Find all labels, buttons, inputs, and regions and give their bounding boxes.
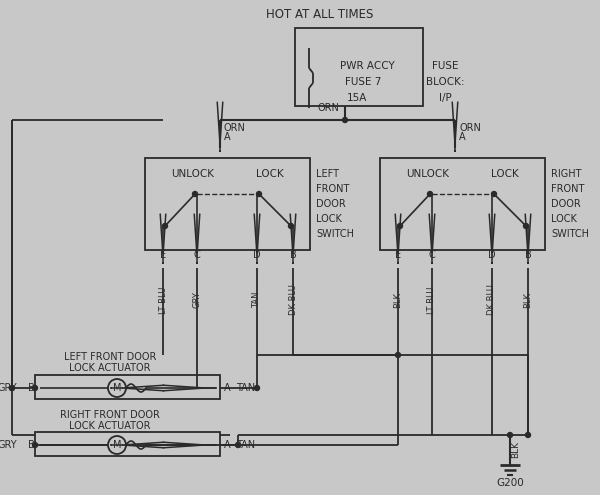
Circle shape bbox=[289, 224, 293, 229]
Circle shape bbox=[526, 433, 530, 438]
Circle shape bbox=[523, 224, 529, 229]
Text: FRONT: FRONT bbox=[316, 184, 349, 194]
Text: B: B bbox=[28, 383, 34, 393]
Circle shape bbox=[108, 436, 126, 454]
Text: DOOR: DOOR bbox=[316, 199, 346, 209]
Circle shape bbox=[32, 443, 37, 447]
Text: C: C bbox=[428, 250, 436, 260]
Circle shape bbox=[427, 192, 433, 197]
Text: SWITCH: SWITCH bbox=[551, 229, 589, 239]
Text: B: B bbox=[28, 440, 34, 450]
Text: LOCK ACTUATOR: LOCK ACTUATOR bbox=[69, 421, 151, 431]
Text: LEFT: LEFT bbox=[316, 169, 339, 179]
Bar bbox=[145, 158, 310, 250]
Text: M: M bbox=[113, 383, 121, 393]
Text: LOCK: LOCK bbox=[491, 169, 519, 179]
Text: I/P: I/P bbox=[439, 93, 451, 103]
Text: B: B bbox=[524, 250, 532, 260]
Text: BLOCK:: BLOCK: bbox=[426, 77, 464, 87]
Text: DOOR: DOOR bbox=[551, 199, 581, 209]
Text: LOCK: LOCK bbox=[256, 169, 284, 179]
Circle shape bbox=[398, 224, 403, 229]
Text: D: D bbox=[488, 250, 496, 260]
Text: ORN: ORN bbox=[459, 123, 481, 133]
Circle shape bbox=[343, 117, 347, 122]
Text: DK BLU: DK BLU bbox=[487, 285, 497, 315]
Text: LOCK: LOCK bbox=[316, 214, 342, 224]
Text: LOCK ACTUATOR: LOCK ACTUATOR bbox=[69, 363, 151, 373]
Text: ORN: ORN bbox=[224, 123, 246, 133]
Text: E: E bbox=[395, 250, 401, 260]
Circle shape bbox=[257, 192, 262, 197]
Text: LEFT FRONT DOOR: LEFT FRONT DOOR bbox=[64, 352, 156, 362]
Text: GRY: GRY bbox=[0, 383, 17, 393]
Text: FUSE: FUSE bbox=[432, 61, 458, 71]
Text: TAN: TAN bbox=[236, 383, 255, 393]
Text: GRY: GRY bbox=[0, 440, 17, 450]
Text: HOT AT ALL TIMES: HOT AT ALL TIMES bbox=[266, 7, 374, 20]
Circle shape bbox=[491, 192, 497, 197]
Text: DK BLU: DK BLU bbox=[289, 285, 298, 315]
Text: PWR ACCY: PWR ACCY bbox=[340, 61, 394, 71]
Bar bbox=[35, 375, 220, 399]
Text: A: A bbox=[224, 383, 230, 393]
Text: D: D bbox=[253, 250, 261, 260]
Text: A: A bbox=[459, 132, 466, 142]
Circle shape bbox=[108, 379, 126, 397]
Text: E: E bbox=[160, 250, 166, 260]
Circle shape bbox=[235, 443, 241, 447]
Text: A: A bbox=[224, 440, 230, 450]
Text: A: A bbox=[224, 132, 230, 142]
Text: RIGHT FRONT DOOR: RIGHT FRONT DOOR bbox=[60, 410, 160, 420]
Text: ORN: ORN bbox=[317, 103, 339, 113]
Text: M: M bbox=[113, 440, 121, 450]
Circle shape bbox=[508, 433, 512, 438]
Text: FRONT: FRONT bbox=[551, 184, 584, 194]
Text: C: C bbox=[194, 250, 200, 260]
Circle shape bbox=[193, 192, 197, 197]
Text: SWITCH: SWITCH bbox=[316, 229, 354, 239]
Text: UNLOCK: UNLOCK bbox=[407, 169, 449, 179]
Text: LOCK: LOCK bbox=[551, 214, 577, 224]
Bar bbox=[380, 158, 545, 250]
Bar bbox=[35, 432, 220, 456]
Text: GRY: GRY bbox=[193, 292, 202, 308]
Text: RIGHT: RIGHT bbox=[551, 169, 581, 179]
Circle shape bbox=[395, 352, 401, 357]
Text: 15A: 15A bbox=[347, 93, 367, 103]
Circle shape bbox=[254, 386, 260, 391]
Text: FUSE 7: FUSE 7 bbox=[345, 77, 381, 87]
Circle shape bbox=[32, 386, 37, 391]
Text: UNLOCK: UNLOCK bbox=[172, 169, 215, 179]
Text: BLK: BLK bbox=[394, 292, 403, 308]
Text: G200: G200 bbox=[496, 478, 524, 488]
Text: LT BLU: LT BLU bbox=[427, 286, 437, 314]
Bar bbox=[295, 28, 423, 106]
Text: TAN: TAN bbox=[253, 292, 262, 308]
Text: B: B bbox=[290, 250, 296, 260]
Text: BLK: BLK bbox=[511, 442, 521, 458]
Circle shape bbox=[10, 386, 14, 391]
Text: LT BLU: LT BLU bbox=[158, 286, 167, 314]
Circle shape bbox=[163, 224, 167, 229]
Text: TAN: TAN bbox=[236, 440, 255, 450]
Text: BLK: BLK bbox=[523, 292, 533, 308]
